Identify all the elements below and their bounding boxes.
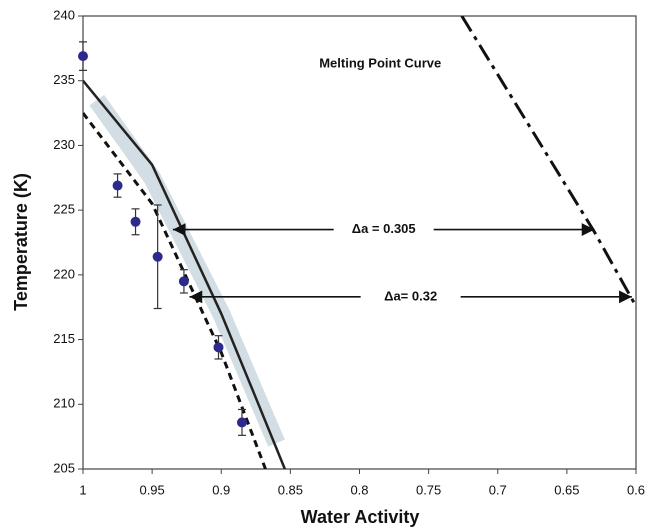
- curve-band: [89, 94, 285, 447]
- y-tick-label: 240: [53, 7, 75, 22]
- y-tick-label: 230: [53, 137, 75, 152]
- plot-frame: [82, 15, 637, 470]
- y-axis-title: Temperature (K): [11, 173, 31, 311]
- x-tick-label: 0.7: [489, 482, 507, 497]
- x-tick-label: 0.8: [350, 482, 368, 497]
- annotation: Δa = 0.305: [352, 221, 416, 236]
- x-axis-title: Water Activity: [301, 507, 420, 527]
- data-point: [130, 216, 141, 227]
- x-tick-label: 0.95: [139, 482, 164, 497]
- curve-dashed: [83, 112, 267, 469]
- label-bg: [360, 287, 461, 306]
- data-point: [152, 251, 163, 262]
- x-tick-label: 1: [79, 482, 86, 497]
- y-tick-label: 225: [53, 202, 75, 217]
- annotation: Δa= 0.32: [384, 288, 437, 303]
- curve-solid: [83, 79, 287, 469]
- x-tick-label: 0.9: [212, 482, 230, 497]
- x-tick-label: 0.65: [554, 482, 579, 497]
- label-bg: [333, 220, 434, 239]
- y-tick-label: 220: [53, 266, 75, 281]
- y-tick-label: 235: [53, 72, 75, 87]
- curve-dashdot: [460, 16, 636, 310]
- y-tick-label: 210: [53, 396, 75, 411]
- data-point: [112, 180, 123, 191]
- data-point: [213, 342, 224, 353]
- y-tick-label: 215: [53, 331, 75, 346]
- data-point: [178, 276, 189, 287]
- x-tick-label: 0.85: [278, 482, 303, 497]
- x-tick-label: 0.75: [416, 482, 441, 497]
- data-point: [236, 417, 247, 428]
- y-tick-label: 205: [53, 460, 75, 475]
- x-tick-label: 0.6: [627, 482, 645, 497]
- data-point: [78, 51, 88, 62]
- annotation: Melting Point Curve: [319, 55, 441, 70]
